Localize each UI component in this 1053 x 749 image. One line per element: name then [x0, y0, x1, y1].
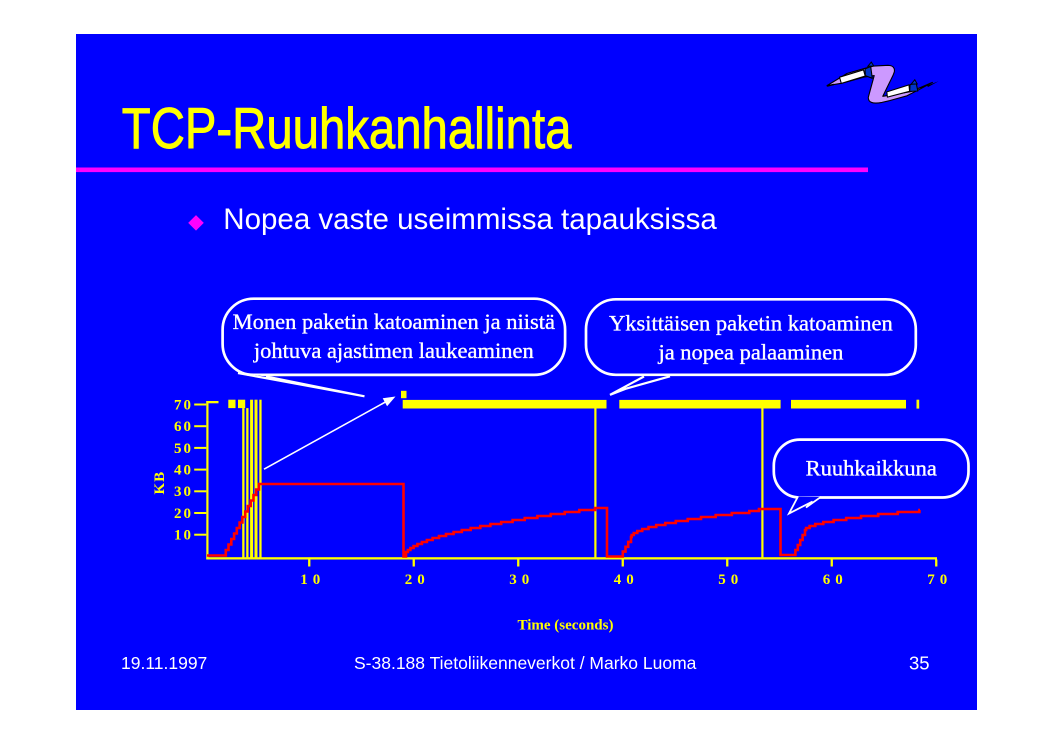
- svg-text:TCP-Ruuhkanhallinta: TCP-Ruuhkanhallinta: [122, 97, 572, 161]
- svg-text:ja nopea palaaminen: ja nopea palaaminen: [657, 340, 843, 365]
- svg-text:60: 60: [823, 572, 848, 588]
- svg-text:20: 20: [405, 572, 430, 588]
- svg-text:50: 50: [174, 441, 193, 457]
- svg-text:10: 10: [174, 528, 193, 544]
- svg-text:johtuva ajastimen laukeaminen: johtuva ajastimen laukeaminen: [253, 338, 534, 363]
- svg-text:70: 70: [927, 572, 952, 588]
- svg-text:Nopea vaste useimmissa tapauks: Nopea vaste useimmissa tapauksissa: [223, 203, 717, 236]
- svg-text:30: 30: [509, 572, 534, 588]
- svg-text:Monen paketin katoaminen ja ni: Monen paketin katoaminen ja niistä: [233, 309, 555, 334]
- svg-text:S-38.188 Tietoliikenneverkot /: S-38.188 Tietoliikenneverkot / Marko Luo…: [354, 653, 697, 673]
- svg-text:60: 60: [174, 419, 193, 435]
- svg-text:10: 10: [300, 572, 325, 588]
- svg-text:70: 70: [174, 397, 193, 413]
- svg-text:Yksittäisen paketin katoaminen: Yksittäisen paketin katoaminen: [609, 311, 893, 336]
- svg-text:20: 20: [174, 506, 193, 522]
- svg-text:40: 40: [614, 572, 639, 588]
- svg-text:50: 50: [718, 572, 743, 588]
- svg-text:KB: KB: [152, 471, 168, 495]
- svg-text:30: 30: [174, 484, 193, 500]
- svg-text:Ruuhkaikkuna: Ruuhkaikkuna: [806, 456, 937, 481]
- svg-text:Time (seconds): Time (seconds): [518, 618, 614, 634]
- svg-text:35: 35: [909, 653, 930, 674]
- svg-text:19.11.1997: 19.11.1997: [121, 653, 207, 673]
- svg-text:40: 40: [174, 463, 193, 479]
